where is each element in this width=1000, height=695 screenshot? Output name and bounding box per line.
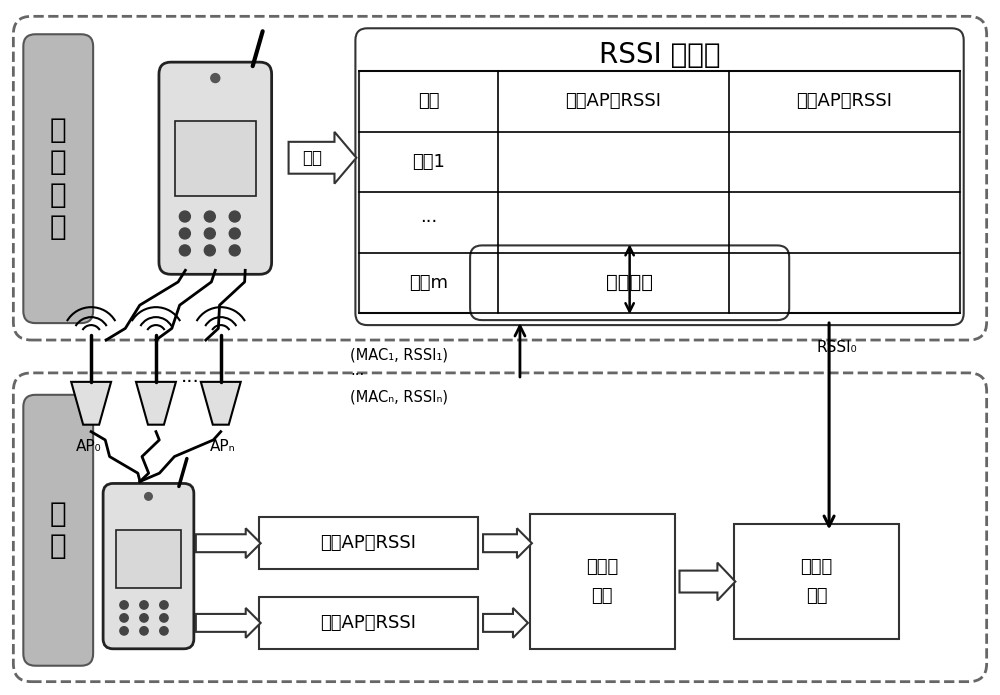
Text: 目标AP的RSSI: 目标AP的RSSI <box>796 92 892 111</box>
Text: 参考AP的RSSI: 参考AP的RSSI <box>565 92 661 111</box>
FancyArrow shape <box>483 528 532 558</box>
Circle shape <box>179 245 190 256</box>
Text: 指
纹
收
集: 指 纹 收 集 <box>50 116 67 241</box>
Bar <box>359 71 960 313</box>
FancyArrow shape <box>196 608 261 638</box>
FancyBboxPatch shape <box>159 62 272 275</box>
Text: 参考AP的RSSI: 参考AP的RSSI <box>320 534 416 553</box>
Bar <box>259 517 478 569</box>
FancyBboxPatch shape <box>103 484 194 649</box>
FancyArrow shape <box>680 563 735 600</box>
Circle shape <box>204 245 215 256</box>
Text: 记录: 记录 <box>303 149 323 167</box>
Text: 定位模块: 定位模块 <box>606 273 653 293</box>
Text: 检
测: 检 测 <box>50 500 67 560</box>
Text: (MAC₁, RSSI₁)
···
(MACₙ, RSSIₙ): (MAC₁, RSSI₁) ··· (MACₙ, RSSIₙ) <box>350 347 448 404</box>
Circle shape <box>211 74 220 83</box>
Circle shape <box>229 245 240 256</box>
Text: 位置m: 位置m <box>409 274 448 292</box>
FancyBboxPatch shape <box>23 395 93 666</box>
Circle shape <box>204 228 215 239</box>
Circle shape <box>229 228 240 239</box>
Circle shape <box>140 614 148 622</box>
Circle shape <box>204 211 215 222</box>
FancyArrow shape <box>483 608 528 638</box>
Bar <box>259 597 478 649</box>
FancyBboxPatch shape <box>23 34 93 323</box>
Circle shape <box>179 211 190 222</box>
Circle shape <box>229 211 240 222</box>
Text: RSSI₀: RSSI₀ <box>816 339 857 354</box>
Bar <box>116 530 181 588</box>
Polygon shape <box>71 382 111 425</box>
FancyArrow shape <box>289 132 356 183</box>
Circle shape <box>160 627 168 635</box>
FancyBboxPatch shape <box>355 28 964 325</box>
Text: 安全性
判定: 安全性 判定 <box>800 558 833 605</box>
Text: 位置1: 位置1 <box>412 153 445 171</box>
Polygon shape <box>136 382 176 425</box>
Circle shape <box>140 600 148 609</box>
Circle shape <box>160 600 168 609</box>
FancyBboxPatch shape <box>470 245 789 320</box>
Text: 相似度
计算: 相似度 计算 <box>586 558 618 605</box>
Circle shape <box>160 614 168 622</box>
Text: RSSI 指纹库: RSSI 指纹库 <box>599 41 720 70</box>
Bar <box>175 121 256 195</box>
Circle shape <box>120 600 128 609</box>
Text: ...: ... <box>181 368 200 386</box>
Polygon shape <box>201 382 241 425</box>
Circle shape <box>179 228 190 239</box>
Text: APₙ: APₙ <box>210 439 236 454</box>
Text: 目标AP的RSSI: 目标AP的RSSI <box>320 614 416 632</box>
FancyArrow shape <box>196 528 261 558</box>
Circle shape <box>145 493 152 500</box>
Circle shape <box>120 614 128 622</box>
Text: AP₀: AP₀ <box>76 439 102 454</box>
Circle shape <box>120 627 128 635</box>
Bar <box>530 514 675 649</box>
Bar <box>734 524 899 639</box>
Circle shape <box>140 627 148 635</box>
Text: 位置: 位置 <box>418 92 439 111</box>
Text: ···: ··· <box>420 213 437 231</box>
